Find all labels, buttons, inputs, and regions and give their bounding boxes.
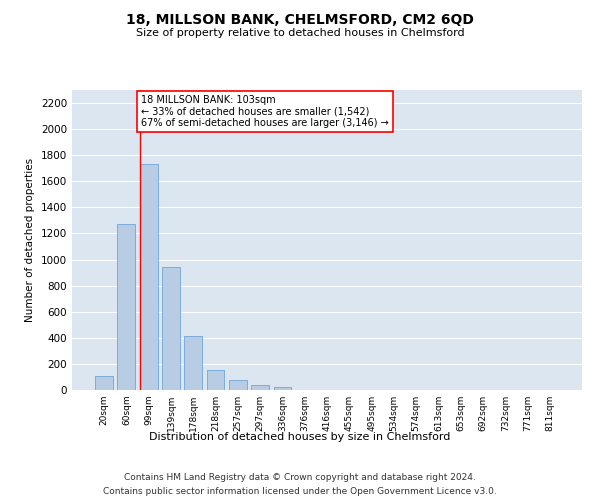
Text: Distribution of detached houses by size in Chelmsford: Distribution of detached houses by size … [149,432,451,442]
Bar [206,370,224,390]
Y-axis label: Number of detached properties: Number of detached properties [25,158,35,322]
Bar [251,384,269,390]
Bar [118,224,136,390]
Bar [162,268,180,390]
Text: Contains public sector information licensed under the Open Government Licence v3: Contains public sector information licen… [103,488,497,496]
Text: 18 MILLSON BANK: 103sqm
← 33% of detached houses are smaller (1,542)
67% of semi: 18 MILLSON BANK: 103sqm ← 33% of detache… [141,95,389,128]
Text: Contains HM Land Registry data © Crown copyright and database right 2024.: Contains HM Land Registry data © Crown c… [124,472,476,482]
Bar [229,380,247,390]
Bar [95,376,113,390]
Bar [274,386,292,390]
Bar [140,164,158,390]
Text: Size of property relative to detached houses in Chelmsford: Size of property relative to detached ho… [136,28,464,38]
Text: 18, MILLSON BANK, CHELMSFORD, CM2 6QD: 18, MILLSON BANK, CHELMSFORD, CM2 6QD [126,12,474,26]
Bar [184,336,202,390]
